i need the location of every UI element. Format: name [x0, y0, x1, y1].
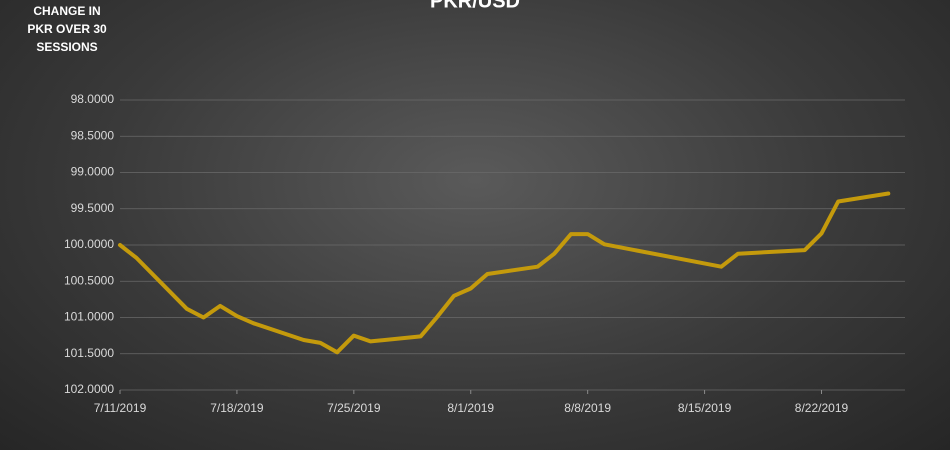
- y-tick-label: 101.0000: [64, 310, 114, 324]
- x-tick-label: 8/1/2019: [447, 401, 494, 415]
- y-tick-label: 101.5000: [64, 346, 114, 360]
- y-tick-label: 99.0000: [71, 165, 115, 179]
- y-tick-label: 98.5000: [71, 128, 115, 142]
- x-tick-label: 8/15/2019: [678, 401, 732, 415]
- y-tick-label: 98.0000: [71, 92, 115, 106]
- x-tick-label: 7/11/2019: [94, 401, 147, 415]
- y-axis-label: CHANGE IN PKR OVER 30 SESSIONS: [27, 4, 107, 54]
- y-tick-label: 99.5000: [71, 201, 115, 215]
- x-tick-label: 7/18/2019: [210, 401, 264, 415]
- x-tick-label: 7/25/2019: [327, 401, 381, 415]
- y-tick-label: 100.5000: [64, 273, 114, 287]
- chart-title: PKR/USD: [430, 0, 520, 12]
- y-tick-label: 102.0000: [64, 382, 114, 396]
- x-tick-label: 8/22/2019: [795, 401, 849, 415]
- y-tick-label: 100.0000: [64, 237, 114, 251]
- x-tick-label: 8/8/2019: [564, 401, 611, 415]
- line-series: [118, 191, 891, 355]
